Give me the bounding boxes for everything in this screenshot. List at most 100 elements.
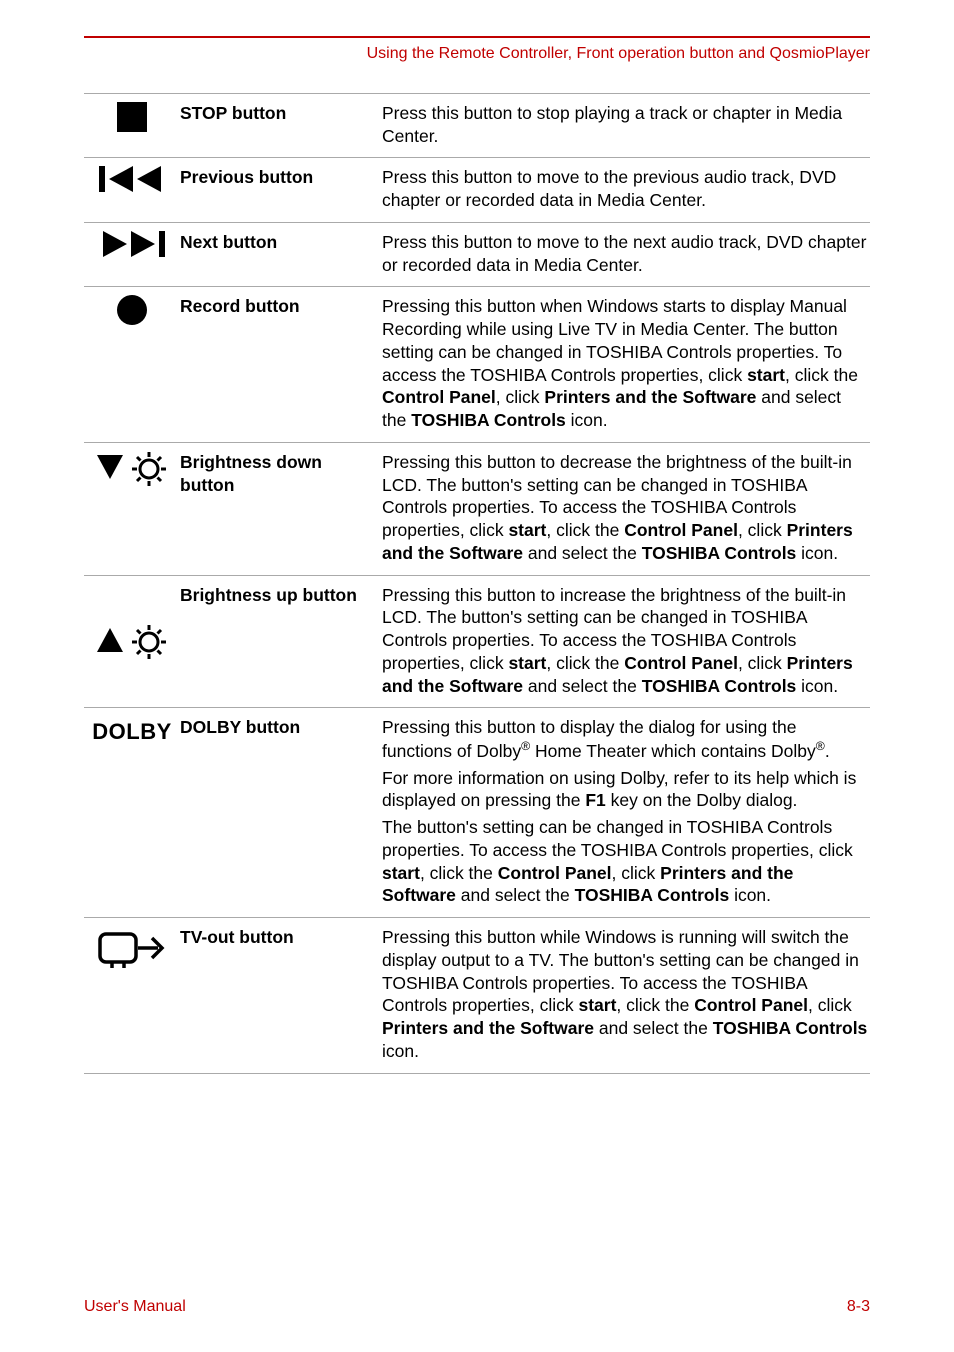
record-icon — [115, 293, 149, 327]
text-span: icon. — [796, 543, 838, 563]
description-paragraph: Pressing this button while Windows is ru… — [382, 926, 870, 1063]
text-span: Control Panel — [624, 653, 738, 673]
button-description: Pressing this button when Windows starts… — [382, 287, 870, 442]
button-description: Pressing this button to display the dial… — [382, 708, 870, 917]
description-paragraph: Press this button to move to the previou… — [382, 166, 870, 212]
button-name: Record button — [180, 287, 382, 326]
text-span: start — [382, 863, 420, 883]
button-description: Press this button to move to the previou… — [382, 158, 870, 222]
text-span: Control Panel — [624, 520, 738, 540]
description-paragraph: Pressing this button to decrease the bri… — [382, 451, 870, 565]
brightness-up-icon — [93, 622, 171, 662]
footer-right: 8-3 — [847, 1297, 870, 1318]
button-name: STOP button — [180, 94, 382, 133]
text-span: ® — [816, 739, 825, 753]
text-span: Printers and the Software — [382, 1018, 594, 1038]
icon-cell — [84, 918, 180, 972]
text-span: and select the — [456, 885, 575, 905]
description-paragraph: Pressing this button when Windows starts… — [382, 295, 870, 432]
description-paragraph: The button's setting can be changed in T… — [382, 816, 870, 907]
text-span: , click the — [420, 863, 498, 883]
icon-cell — [84, 443, 180, 489]
text-span: TOSHIBA Controls — [642, 676, 797, 696]
text-span: TOSHIBA Controls — [713, 1018, 868, 1038]
text-span: Printers and the Software — [544, 387, 756, 407]
description-paragraph: For more information on using Dolby, ref… — [382, 767, 870, 813]
next-icon — [99, 229, 165, 259]
page-header: Using the Remote Controller, Front opera… — [84, 44, 870, 65]
icon-cell — [84, 223, 180, 259]
text-span: , click the — [546, 653, 624, 673]
text-span: icon. — [382, 1041, 419, 1061]
footer-left: User's Manual — [84, 1297, 186, 1318]
icon-cell: DOLBY — [84, 708, 180, 747]
text-span: TOSHIBA Controls — [575, 885, 730, 905]
text-span: . — [825, 741, 830, 761]
text-span: and select the — [523, 676, 642, 696]
text-span: icon. — [796, 676, 838, 696]
button-name: Brightness up button — [180, 576, 382, 615]
button-description: Press this button to stop playing a trac… — [382, 94, 870, 158]
description-paragraph: Pressing this button to increase the bri… — [382, 584, 870, 698]
page-footer: User's Manual 8-3 — [84, 1297, 870, 1318]
text-span: Control Panel — [382, 387, 496, 407]
header-rule — [84, 36, 870, 38]
text-span: , click — [738, 653, 787, 673]
description-paragraph: Press this button to stop playing a trac… — [382, 102, 870, 148]
table-row: Brightness down buttonPressing this butt… — [84, 442, 870, 575]
stop-icon — [115, 100, 149, 134]
table-row: Next buttonPress this button to move to … — [84, 222, 870, 287]
text-span: Press this button to move to the previou… — [382, 167, 836, 210]
text-span: icon. — [566, 410, 608, 430]
icon-cell — [84, 158, 180, 194]
text-span: Control Panel — [498, 863, 612, 883]
tv-out-icon — [96, 928, 168, 972]
text-span: , click the — [785, 365, 858, 385]
button-reference-table: STOP buttonPress this button to stop pla… — [84, 93, 870, 1074]
dolby-icon: DOLBY — [92, 714, 172, 747]
text-span: start — [508, 520, 546, 540]
icon-cell — [84, 287, 180, 327]
text-span: , click — [496, 387, 545, 407]
text-span: , click the — [546, 520, 624, 540]
table-row: STOP buttonPress this button to stop pla… — [84, 93, 870, 158]
button-description: Pressing this button to increase the bri… — [382, 576, 870, 708]
text-span: , click — [808, 995, 852, 1015]
button-description: Press this button to move to the next au… — [382, 223, 870, 287]
table-row: Brightness up buttonPressing this button… — [84, 575, 870, 708]
text-span: icon. — [729, 885, 771, 905]
button-name: Brightness down button — [180, 443, 382, 505]
icon-cell — [84, 94, 180, 134]
button-name: TV-out button — [180, 918, 382, 957]
text-span: TOSHIBA Controls — [642, 543, 797, 563]
text-span: start — [578, 995, 616, 1015]
button-name: DOLBY button — [180, 708, 382, 747]
text-span: start — [508, 653, 546, 673]
table-row: Record buttonPressing this button when W… — [84, 286, 870, 442]
text-span: , click — [738, 520, 787, 540]
icon-cell — [84, 576, 180, 662]
text-span: , click — [612, 863, 661, 883]
button-description: Pressing this button while Windows is ru… — [382, 918, 870, 1073]
table-row: DOLBYDOLBY buttonPressing this button to… — [84, 707, 870, 917]
button-name: Previous button — [180, 158, 382, 197]
text-span: and select the — [523, 543, 642, 563]
text-span: start — [747, 365, 785, 385]
text-span: TOSHIBA Controls — [411, 410, 566, 430]
text-span: key on the Dolby dialog. — [606, 790, 798, 810]
button-description: Pressing this button to decrease the bri… — [382, 443, 870, 575]
text-span: Home Theater which contains Dolby — [530, 741, 816, 761]
table-row: Previous buttonPress this button to move… — [84, 157, 870, 222]
button-name: Next button — [180, 223, 382, 262]
description-paragraph: Press this button to move to the next au… — [382, 231, 870, 277]
description-paragraph: Pressing this button to display the dial… — [382, 716, 870, 762]
text-span: , click the — [616, 995, 694, 1015]
text-span: The button's setting can be changed in T… — [382, 817, 853, 860]
table-row: TV-out buttonPressing this button while … — [84, 917, 870, 1073]
text-span: Press this button to move to the next au… — [382, 232, 866, 275]
page: Using the Remote Controller, Front opera… — [0, 0, 954, 1074]
text-span: F1 — [585, 790, 605, 810]
text-span: Press this button to stop playing a trac… — [382, 103, 842, 146]
text-span: and select the — [594, 1018, 713, 1038]
previous-icon — [99, 164, 165, 194]
